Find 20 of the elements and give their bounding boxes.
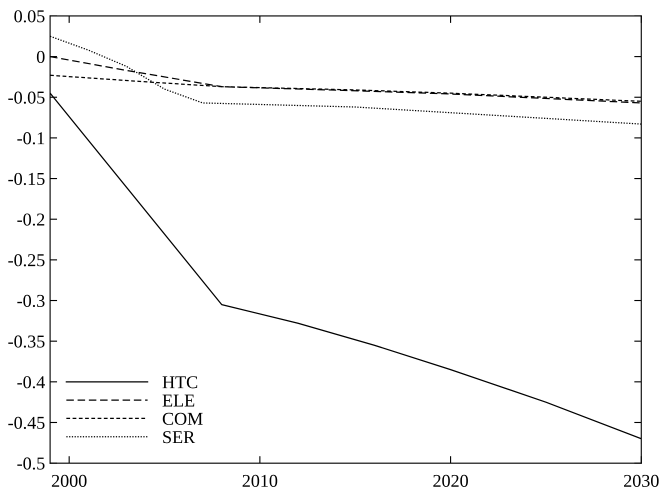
y-tick-label: -0.3	[17, 294, 45, 308]
y-tick-label: -0.35	[8, 335, 45, 348]
x-tick-label: 2010	[242, 474, 278, 487]
y-tick-label: -0.2	[17, 213, 44, 226]
x-tick-label: 2030	[624, 474, 659, 487]
y-tick-label: -0.4	[17, 376, 45, 388]
legend-label: HTC	[162, 376, 198, 388]
y-tick-label: -0.45	[8, 416, 45, 430]
legend-label: ELE	[162, 394, 194, 406]
legend-label: SER	[163, 431, 196, 444]
x-tick-label: 2000	[52, 474, 87, 487]
y-tick-label: -0.1	[17, 132, 44, 144]
y-tick-label: -0.5	[17, 457, 45, 470]
legend-label: COM	[162, 412, 203, 425]
y-tick-label: 0	[36, 50, 45, 64]
x-tick-label: 2020	[433, 474, 468, 487]
y-tick-label: 0.05	[14, 10, 45, 22]
y-tick-label: -0.05	[8, 92, 45, 104]
y-tick-label: -0.25	[8, 254, 45, 266]
y-tick-label: -0.15	[8, 172, 45, 186]
